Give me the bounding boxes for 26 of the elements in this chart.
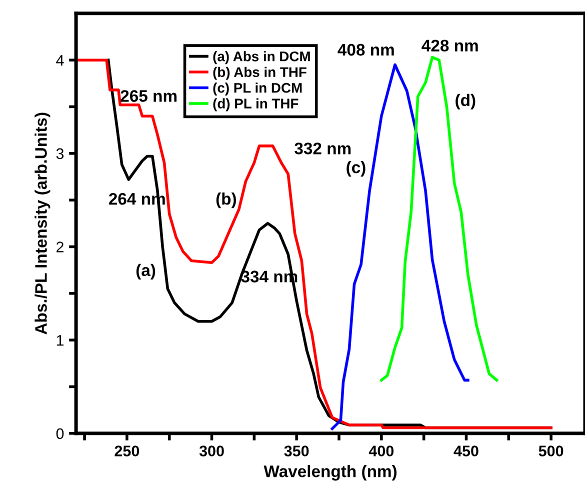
x-tick-label: 250: [114, 446, 140, 456]
line-series: [380, 56, 498, 382]
x-tick-label: 400: [368, 446, 394, 456]
y-axis-title: Abs./PL Intensity (arb.Units): [34, 112, 50, 334]
y-tick-label: 3: [56, 148, 64, 160]
annotation: (c): [346, 161, 366, 177]
legend-label: (d) PL in THF: [213, 98, 298, 112]
legend-label: (a) Abs in DCM: [213, 51, 310, 64]
annotation: (d): [456, 94, 476, 110]
x-axis-title: Wavelength (nm): [264, 464, 397, 481]
annotation: (b): [216, 192, 236, 208]
annotation: 332 nm: [294, 142, 351, 154]
x-tick-label: 300: [199, 446, 224, 456]
y-tick-label: 2: [56, 242, 64, 252]
y-tick-label: 4: [56, 55, 64, 66]
annotation: 428 nm: [422, 40, 478, 52]
x-tick-label: 450: [454, 446, 478, 456]
legend-label: (c) PL in DCM: [213, 82, 302, 96]
annotation: 408 nm: [338, 44, 394, 56]
annotation: (a): [136, 264, 156, 280]
x-tick-label: 500: [538, 446, 564, 456]
y-tick-label: 0: [56, 428, 64, 440]
legend-label: (b) Abs in THF: [213, 66, 306, 80]
annotation: 265 nm: [120, 90, 177, 102]
y-tick-label: 1: [56, 335, 64, 346]
x-tick-label: 350: [284, 446, 309, 456]
